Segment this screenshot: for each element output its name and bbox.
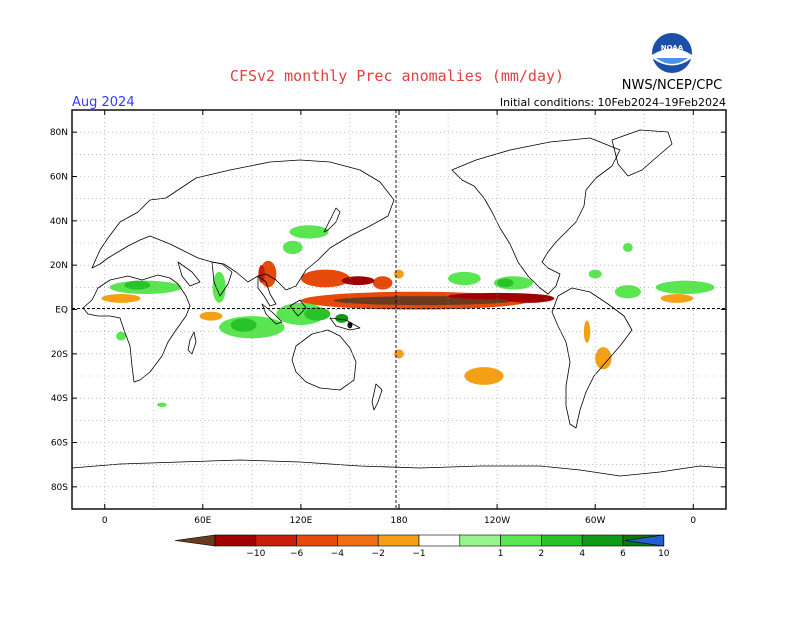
lat-tick-label: 20S xyxy=(51,350,68,360)
wet-anomaly-region-32 xyxy=(614,285,641,299)
colorbar-swatch xyxy=(337,534,379,547)
dry-anomaly-region-11 xyxy=(660,293,694,303)
wet-anomaly-region-28 xyxy=(282,240,303,255)
colorbar-tick-label: −1 xyxy=(412,549,425,559)
lat-tick-label: 20N xyxy=(50,261,68,271)
colorbar: −10 −6 −4 −2 −1 1 2 4 6 10 xyxy=(174,534,670,559)
colorbar-swatch xyxy=(296,534,338,547)
coastline-japan xyxy=(323,207,341,233)
wet-anomaly-region-24 xyxy=(304,307,331,321)
map-axis-ticks: 80N 60N 40N 20N EQ 20S 40S 60S 80S 0 60E 120E 180 120… xyxy=(50,110,726,526)
dry-anomaly-region-8 xyxy=(258,265,265,283)
lon-tick-label: 60W xyxy=(585,516,605,526)
colorbar-tick-label: 1 xyxy=(498,549,504,559)
valid-month: Aug 2024 xyxy=(72,95,135,110)
lat-tick-label: 80N xyxy=(50,128,68,138)
map-background xyxy=(72,110,726,509)
wet-anomaly-region-25 xyxy=(335,313,349,323)
map-gridlines xyxy=(72,110,726,509)
wet-anomaly-region-18 xyxy=(655,280,715,294)
coastline-antarctica xyxy=(72,459,726,477)
map-panel: 80N 60N 40N 20N EQ 20S 40S 60S 80S 0 60E 120E 180 120… xyxy=(50,109,727,526)
initial-conditions: Initial conditions: 10Feb2024–19Feb2024 xyxy=(500,96,726,109)
lat-tick-label: 40S xyxy=(51,394,68,404)
colorbar-swatch xyxy=(418,534,461,547)
lat-tick-label: 60N xyxy=(50,173,68,183)
colorbar-swatch xyxy=(214,534,257,547)
colorbar-tick-label: 6 xyxy=(620,549,626,559)
colorbar-swatch xyxy=(500,534,542,547)
agency-label: NWS/NCEP/CPC xyxy=(622,78,722,93)
wet-anomaly-region-33 xyxy=(622,243,633,252)
dry-anomaly-region-10 xyxy=(101,293,141,303)
colorbar-tick-label: 10 xyxy=(658,549,670,559)
colorbar-tick-label: −6 xyxy=(290,549,304,559)
coastline-new-guinea xyxy=(329,317,361,331)
colorbar-tick-label: 2 xyxy=(539,549,545,559)
coastline-borneo xyxy=(289,299,307,317)
wet-anomaly-region-35 xyxy=(157,402,167,408)
coastline-australia xyxy=(291,329,357,391)
dry-anomaly-region-2 xyxy=(341,276,375,286)
lon-tick-label: 0 xyxy=(690,516,696,526)
lon-tick-label: 120W xyxy=(484,516,510,526)
coastline-madagascar xyxy=(187,331,197,355)
colorbar-swatch xyxy=(377,534,420,547)
figure-title: CFSv2 monthly Prec anomalies (mm/day) xyxy=(230,67,564,85)
lon-tick-label: 60E xyxy=(194,516,211,526)
wet-anomaly-region-19 xyxy=(124,280,151,290)
dry-anomaly-region-15 xyxy=(394,349,404,359)
coastline-india xyxy=(211,261,233,297)
colorbar-tick-label: 4 xyxy=(579,549,585,559)
dry-anomaly-region-0 xyxy=(300,269,350,288)
colorbar-tick-label: −4 xyxy=(331,549,345,559)
dry-anomaly-region-9 xyxy=(199,311,223,321)
coastline-eurasia xyxy=(91,159,395,291)
lat-tick-label: 80S xyxy=(51,483,68,493)
wet-anomaly-region-21 xyxy=(230,318,257,332)
colorbar-low-extension xyxy=(174,534,216,547)
colorbar-swatch xyxy=(459,534,501,547)
coastline-arabia xyxy=(177,261,201,287)
wet-anomaly-region-36 xyxy=(116,331,126,341)
wet-anomaly-region-29 xyxy=(448,271,481,286)
lat-tick-label: EQ xyxy=(55,306,68,316)
colorbar-high-extension xyxy=(624,534,665,547)
dry-anomaly-region-1 xyxy=(372,276,393,290)
wet-anomaly-region-27 xyxy=(289,225,329,239)
colorbar-tick-label: −2 xyxy=(372,549,385,559)
dry-anomaly-region-6 xyxy=(505,293,555,303)
wet-anomaly-region-22 xyxy=(212,271,226,303)
noaa-logo: NOAA xyxy=(652,33,692,73)
coastlines xyxy=(72,129,726,477)
coastline-indochina xyxy=(257,275,277,307)
dry-anomaly-region-13 xyxy=(595,347,612,370)
lon-tick-label: 120E xyxy=(289,516,312,526)
dry-anomaly-region-14 xyxy=(583,320,591,343)
colorbar-swatch xyxy=(541,534,583,547)
colorbar-swatch xyxy=(255,534,297,547)
coastline-sumatra xyxy=(261,303,283,325)
lon-tick-label: 180 xyxy=(390,516,407,526)
coastline-new-zealand xyxy=(371,383,383,411)
lon-tick-label: 0 xyxy=(102,516,108,526)
colorbar-swatch xyxy=(581,534,624,547)
lat-tick-label: 60S xyxy=(51,439,68,449)
wet-anomaly-region-31 xyxy=(497,278,514,288)
noaa-logo-text: NOAA xyxy=(661,44,684,52)
coastline-greenland xyxy=(611,129,673,177)
lat-tick-label: 40N xyxy=(50,217,68,227)
coastline-south-america xyxy=(551,287,633,429)
coastline-africa xyxy=(82,274,191,383)
colorbar-tick-label: −10 xyxy=(246,549,265,559)
